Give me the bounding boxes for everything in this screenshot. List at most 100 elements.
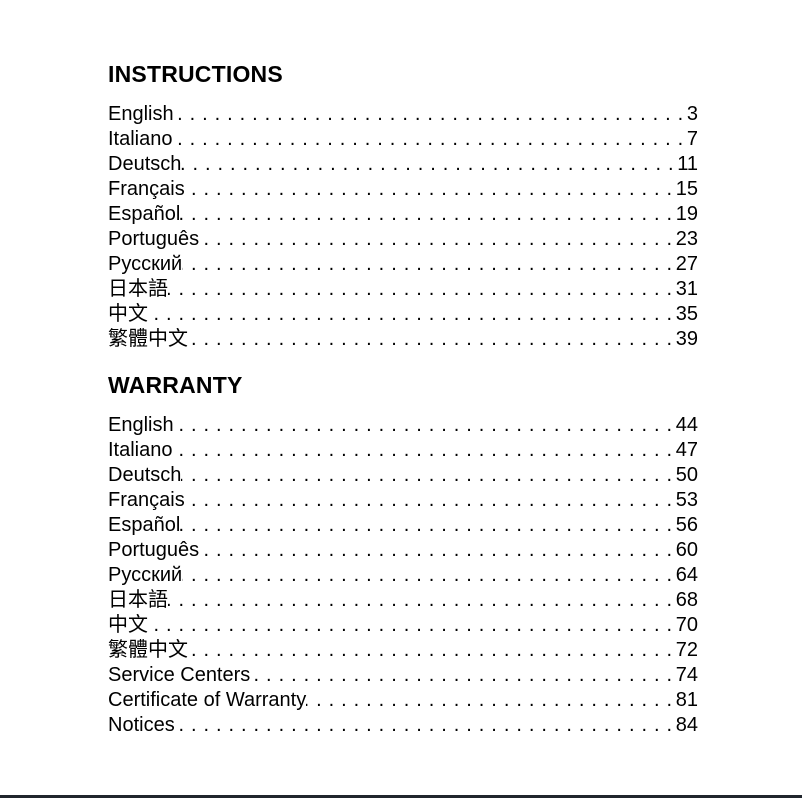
dot-leader: . . . . . . . . . . . . . . . . . . . . … bbox=[173, 128, 684, 150]
section-title: WARRANTY bbox=[108, 372, 243, 398]
toc-entry-page: 53 bbox=[675, 489, 698, 511]
toc-entry-label: English bbox=[108, 103, 174, 125]
dot-leader: . . . . . . . . . . . . . . . . . . . . … bbox=[181, 464, 673, 486]
toc-entry-label: Italiano bbox=[108, 439, 173, 461]
dot-leader: . . . . . . . . . . . . . . . . . . . . … bbox=[188, 639, 673, 661]
toc-entry-label: Service Centers bbox=[108, 664, 251, 686]
toc-entry-label: Русский bbox=[108, 564, 183, 586]
toc-entry-label: Português bbox=[108, 539, 200, 561]
toc-entry-page: 56 bbox=[675, 514, 698, 536]
dot-leader: . . . . . . . . . . . . . . . . . . . . … bbox=[174, 414, 673, 436]
toc-row: Русский . . . . . . . . . . . . . . . . … bbox=[108, 252, 698, 277]
dot-leader: . . . . . . . . . . . . . . . . . . . . … bbox=[188, 328, 673, 350]
dot-leader: . . . . . . . . . . . . . . . . . . . . … bbox=[250, 664, 673, 686]
toc-row: Русский . . . . . . . . . . . . . . . . … bbox=[108, 563, 698, 588]
toc-entry-page: 23 bbox=[675, 228, 698, 250]
toc-entry-page: 35 bbox=[675, 303, 698, 325]
toc-entry-page: 81 bbox=[675, 689, 698, 711]
dot-leader: . . . . . . . . . . . . . . . . . . . . … bbox=[148, 303, 673, 325]
toc-entry-page: 39 bbox=[675, 328, 698, 350]
toc-entry-label: Certificate of Warranty bbox=[108, 689, 307, 711]
dot-leader: . . . . . . . . . . . . . . . . . . . . … bbox=[180, 514, 673, 536]
toc-row: 日本語 . . . . . . . . . . . . . . . . . . … bbox=[108, 588, 698, 613]
dot-leader: . . . . . . . . . . . . . . . . . . . . … bbox=[175, 714, 673, 736]
toc-row: Notices . . . . . . . . . . . . . . . . … bbox=[108, 713, 698, 738]
toc-row: 日本語 . . . . . . . . . . . . . . . . . . … bbox=[108, 277, 698, 302]
toc-entry-page: 47 bbox=[675, 439, 698, 461]
toc-entry-label: 中文 bbox=[108, 303, 148, 325]
toc-row: 繁體中文 . . . . . . . . . . . . . . . . . .… bbox=[108, 638, 698, 663]
toc-list: English . . . . . . . . . . . . . . . . … bbox=[108, 102, 698, 352]
toc-entry-page: 60 bbox=[675, 539, 698, 561]
toc-row: Français . . . . . . . . . . . . . . . .… bbox=[108, 177, 698, 202]
toc-row: 中文 . . . . . . . . . . . . . . . . . . .… bbox=[108, 613, 698, 638]
toc-entry-label: Français bbox=[108, 178, 185, 200]
toc-row: Deutsch . . . . . . . . . . . . . . . . … bbox=[108, 463, 698, 488]
toc-entry-label: English bbox=[108, 414, 174, 436]
dot-leader: . . . . . . . . . . . . . . . . . . . . … bbox=[173, 439, 673, 461]
bottom-rule bbox=[0, 795, 802, 798]
toc-entry-page: 44 bbox=[675, 414, 698, 436]
dot-leader: . . . . . . . . . . . . . . . . . . . . … bbox=[185, 489, 673, 511]
toc-row: Certificate of Warranty . . . . . . . . … bbox=[108, 688, 698, 713]
toc-row: Español . . . . . . . . . . . . . . . . … bbox=[108, 513, 698, 538]
toc-entry-page: 72 bbox=[675, 639, 698, 661]
toc-entry-label: Deutsch bbox=[108, 464, 182, 486]
toc-entry-label: Русский bbox=[108, 253, 183, 275]
toc-entry-page: 74 bbox=[675, 664, 698, 686]
toc-row: 繁體中文 . . . . . . . . . . . . . . . . . .… bbox=[108, 327, 698, 352]
toc-entry-label: 日本語 bbox=[108, 278, 168, 300]
dot-leader: . . . . . . . . . . . . . . . . . . . . … bbox=[168, 278, 673, 300]
toc-row: English . . . . . . . . . . . . . . . . … bbox=[108, 102, 698, 127]
toc-entry-page: 19 bbox=[675, 203, 698, 225]
dot-leader: . . . . . . . . . . . . . . . . . . . . … bbox=[148, 614, 673, 636]
dot-leader: . . . . . . . . . . . . . . . . . . . . … bbox=[199, 228, 673, 250]
toc-entry-page: 64 bbox=[675, 564, 698, 586]
toc-row: Deutsch . . . . . . . . . . . . . . . . … bbox=[108, 152, 698, 177]
toc-entry-page: 31 bbox=[675, 278, 698, 300]
dot-leader: . . . . . . . . . . . . . . . . . . . . … bbox=[185, 178, 673, 200]
toc-entry-page: 15 bbox=[675, 178, 698, 200]
toc-entry-page: 68 bbox=[675, 589, 698, 611]
dot-leader: . . . . . . . . . . . . . . . . . . . . … bbox=[182, 564, 673, 586]
toc-section: INSTRUCTIONS English . . . . . . . . . .… bbox=[108, 62, 698, 352]
toc-entry-page: 11 bbox=[677, 153, 698, 175]
toc-entry-page: 84 bbox=[675, 714, 698, 736]
toc-content: INSTRUCTIONS English . . . . . . . . . .… bbox=[108, 62, 698, 738]
toc-entry-label: 繁體中文 bbox=[108, 328, 188, 350]
toc-entry-page: 70 bbox=[675, 614, 698, 636]
toc-list: English . . . . . . . . . . . . . . . . … bbox=[108, 413, 698, 738]
dot-leader: . . . . . . . . . . . . . . . . . . . . … bbox=[180, 203, 673, 225]
toc-entry-page: 7 bbox=[686, 128, 698, 150]
toc-entry-label: Español bbox=[108, 514, 181, 536]
toc-row: Español . . . . . . . . . . . . . . . . … bbox=[108, 202, 698, 227]
toc-entry-page: 3 bbox=[686, 103, 698, 125]
toc-row: Italiano . . . . . . . . . . . . . . . .… bbox=[108, 438, 698, 463]
toc-entry-label: Italiano bbox=[108, 128, 173, 150]
toc-entry-label: Español bbox=[108, 203, 181, 225]
toc-row: English . . . . . . . . . . . . . . . . … bbox=[108, 413, 698, 438]
toc-row: 中文 . . . . . . . . . . . . . . . . . . .… bbox=[108, 302, 698, 327]
toc-entry-label: Notices bbox=[108, 714, 175, 736]
toc-entry-label: 中文 bbox=[108, 614, 148, 636]
toc-entry-label: 繁體中文 bbox=[108, 639, 188, 661]
dot-leader: . . . . . . . . . . . . . . . . . . . . … bbox=[182, 253, 673, 275]
toc-row: Service Centers . . . . . . . . . . . . … bbox=[108, 663, 698, 688]
dot-leader: . . . . . . . . . . . . . . . . . . . . … bbox=[306, 689, 673, 711]
toc-entry-page: 27 bbox=[675, 253, 698, 275]
toc-entry-label: Português bbox=[108, 228, 200, 250]
toc-section: WARRANTY English . . . . . . . . . . . .… bbox=[108, 373, 698, 738]
toc-row: Italiano . . . . . . . . . . . . . . . .… bbox=[108, 127, 698, 152]
toc-entry-label: Deutsch bbox=[108, 153, 182, 175]
dot-leader: . . . . . . . . . . . . . . . . . . . . … bbox=[174, 103, 684, 125]
section-title: INSTRUCTIONS bbox=[108, 61, 283, 87]
dot-leader: . . . . . . . . . . . . . . . . . . . . … bbox=[168, 589, 673, 611]
dot-leader: . . . . . . . . . . . . . . . . . . . . … bbox=[199, 539, 673, 561]
toc-entry-label: Français bbox=[108, 489, 185, 511]
toc-row: Português . . . . . . . . . . . . . . . … bbox=[108, 538, 698, 563]
dot-leader: . . . . . . . . . . . . . . . . . . . . … bbox=[181, 153, 675, 175]
toc-row: Français . . . . . . . . . . . . . . . .… bbox=[108, 488, 698, 513]
toc-entry-label: 日本語 bbox=[108, 589, 168, 611]
toc-row: Português . . . . . . . . . . . . . . . … bbox=[108, 227, 698, 252]
